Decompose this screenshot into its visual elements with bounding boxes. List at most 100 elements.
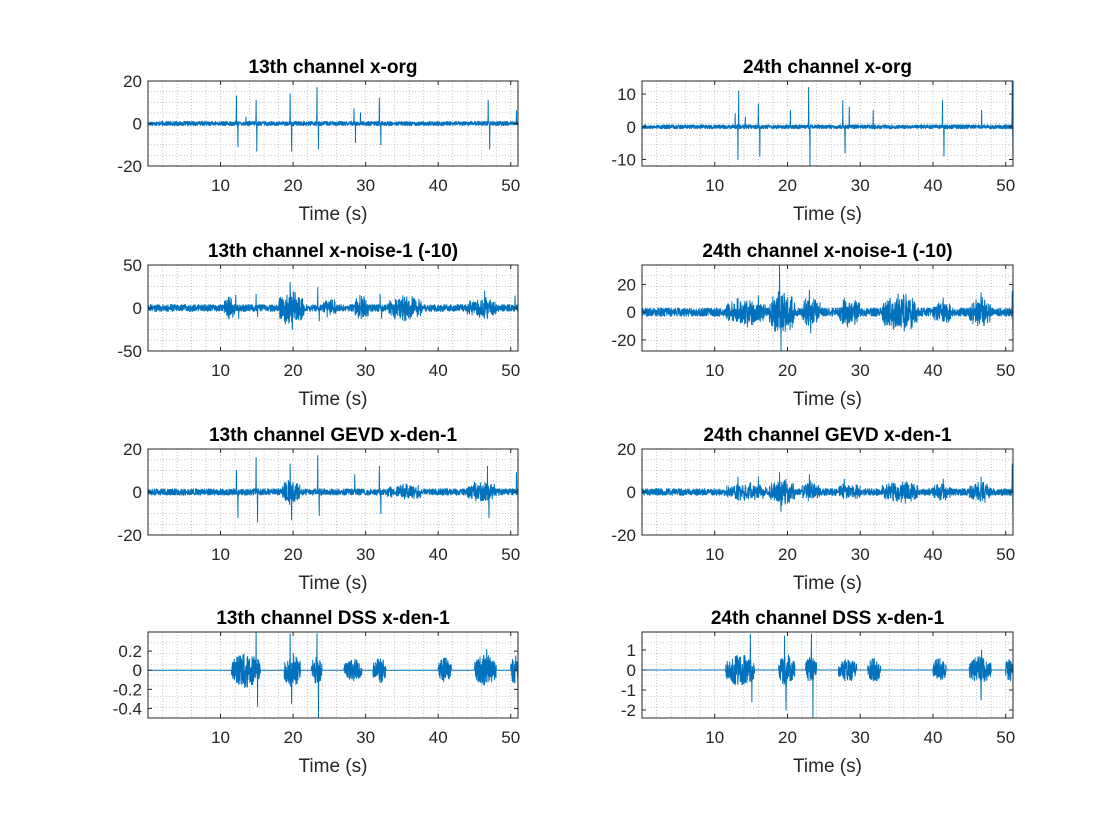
- x-tick-label: 10: [211, 545, 230, 564]
- grid: [641, 81, 1013, 166]
- x-tick-label: 40: [429, 361, 448, 380]
- y-tick-label: -20: [117, 526, 142, 545]
- x-tick-label: 50: [996, 545, 1015, 564]
- signal-line: [147, 86, 519, 152]
- x-tick-label: 50: [996, 728, 1015, 747]
- x-tick-label: 50: [501, 361, 520, 380]
- x-tick-label: 50: [996, 361, 1015, 380]
- subplot-2: 10 20 30 40 50 10 0 -10 24th channel x-org Time (…: [611, 57, 1015, 225]
- x-axis-label: Time (s): [299, 573, 368, 594]
- signal-line: [147, 281, 519, 330]
- x-tick-label: 30: [851, 545, 870, 564]
- y-tick-label: 0: [627, 303, 636, 322]
- y-tick-label: 0: [133, 299, 142, 318]
- subplot-title: 13th channel x-org: [249, 57, 418, 78]
- x-tick-label: 40: [924, 361, 943, 380]
- y-tick-label: 20: [123, 72, 142, 91]
- subplot-title: 24th channel DSS x-den-1: [711, 608, 945, 629]
- x-tick-label: 40: [429, 545, 448, 564]
- y-tick-label: 20: [123, 440, 142, 459]
- axes-box: [147, 631, 519, 719]
- x-axis-label: Time (s): [793, 573, 862, 594]
- y-tick-label: -20: [611, 331, 636, 350]
- x-tick-label: 40: [924, 176, 943, 195]
- x-axis-label: Time (s): [299, 389, 368, 410]
- subplot-3: 10 20 30 40 50 50 0 -50 13th channel x-noise-1 (…: [117, 241, 520, 410]
- signal-line: [147, 631, 519, 719]
- x-tick-label: 40: [924, 728, 943, 747]
- x-tick-label: 30: [356, 728, 375, 747]
- x-tick-label: 20: [284, 176, 303, 195]
- x-tick-label: 10: [705, 361, 724, 380]
- y-tick-label: -0.2: [113, 680, 142, 699]
- y-tick-label: 20: [617, 440, 636, 459]
- x-tick-label: 50: [501, 545, 520, 564]
- x-tick-label: 20: [778, 176, 797, 195]
- y-tick-label: 0: [627, 661, 636, 680]
- y-tick-label: -0.4: [113, 699, 142, 718]
- y-tick-label: 0.2: [118, 642, 142, 661]
- x-tick-label: 20: [284, 545, 303, 564]
- y-tick-label: -2: [621, 701, 636, 720]
- y-tick-label: 0: [627, 483, 636, 502]
- y-tick-label: -10: [611, 150, 636, 169]
- x-tick-label: 20: [778, 361, 797, 380]
- y-tick-label: 10: [617, 85, 636, 104]
- x-tick-label: 20: [778, 545, 797, 564]
- axes-box: [641, 80, 1014, 167]
- subplot-title: 24th channel x-noise-1 (-10): [702, 241, 952, 262]
- subplot-title: 24th channel GEVD x-den-1: [703, 425, 952, 446]
- x-tick-label: 40: [924, 545, 943, 564]
- x-tick-label: 10: [705, 545, 724, 564]
- subplot-1: 10 20 30 40 50 20 0 -20 13th channel x-org Time (…: [117, 57, 520, 225]
- y-tick-label: 1: [627, 641, 636, 660]
- y-tick-label: 50: [123, 256, 142, 275]
- x-axis-label: Time (s): [793, 389, 862, 410]
- x-tick-label: 30: [851, 176, 870, 195]
- x-tick-label: 20: [778, 728, 797, 747]
- signal-line: [641, 633, 1014, 719]
- x-tick-label: 20: [284, 361, 303, 380]
- x-tick-label: 30: [356, 176, 375, 195]
- x-tick-label: 20: [284, 728, 303, 747]
- x-tick-label: 30: [356, 361, 375, 380]
- x-tick-label: 10: [211, 361, 230, 380]
- x-tick-label: 30: [851, 728, 870, 747]
- signal-line: [641, 264, 1014, 352]
- x-tick-label: 40: [429, 728, 448, 747]
- y-tick-label: -1: [621, 681, 636, 700]
- x-axis-label: Time (s): [793, 756, 862, 777]
- x-tick-label: 10: [705, 176, 724, 195]
- subplot-5: 10 20 30 40 50 20 0 -20 13th channel GEVD x-den-…: [117, 425, 520, 594]
- x-tick-label: 50: [501, 728, 520, 747]
- subplot-title: 13th channel DSS x-den-1: [216, 608, 450, 629]
- x-tick-label: 50: [996, 176, 1015, 195]
- y-tick-label: -20: [611, 526, 636, 545]
- x-axis-label: Time (s): [793, 204, 862, 225]
- signal-line: [641, 80, 1014, 167]
- x-tick-label: 10: [705, 728, 724, 747]
- subplot-6: 10 20 30 40 50 20 0 -20 24th channel GEVD x-den-…: [611, 425, 1015, 594]
- y-tick-label: 0: [133, 115, 142, 134]
- y-tick-label: 0: [627, 118, 636, 137]
- y-tick-label: -20: [117, 157, 142, 176]
- y-tick-label: 0: [133, 661, 142, 680]
- x-axis-label: Time (s): [299, 756, 368, 777]
- subplot-7: 10 20 30 40 50 0.20-0.2-0.4 13th channel DSS x…: [113, 608, 521, 777]
- y-tick-label: 0: [133, 483, 142, 502]
- subplot-title: 24th channel x-org: [743, 57, 912, 78]
- x-tick-label: 10: [211, 176, 230, 195]
- x-tick-label: 10: [211, 728, 230, 747]
- x-tick-label: 30: [851, 361, 870, 380]
- axes-box: [641, 631, 1014, 719]
- plot-area: [147, 631, 519, 719]
- signal-line: [147, 454, 519, 523]
- axes-box: [641, 264, 1014, 352]
- y-tick-label: 20: [617, 275, 636, 294]
- x-tick-label: 30: [356, 545, 375, 564]
- subplot-title: 13th channel GEVD x-den-1: [209, 425, 458, 446]
- x-tick-label: 40: [429, 176, 448, 195]
- x-tick-label: 50: [501, 176, 520, 195]
- subplot-title: 13th channel x-noise-1 (-10): [208, 241, 458, 262]
